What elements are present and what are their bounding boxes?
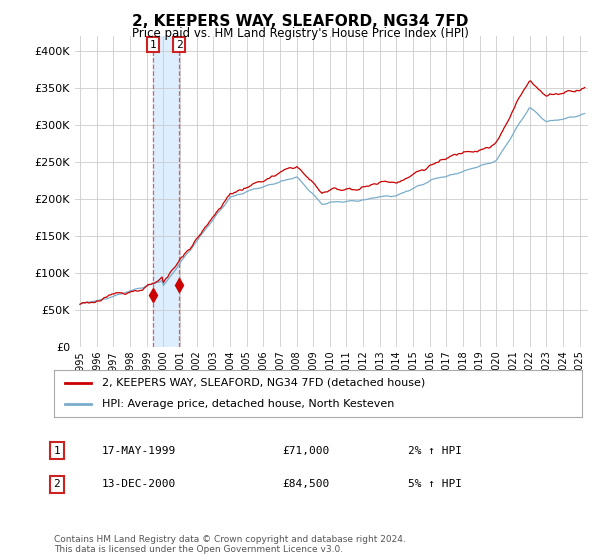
Text: 5% ↑ HPI: 5% ↑ HPI: [408, 479, 462, 489]
Text: 2: 2: [53, 479, 61, 489]
Text: £71,000: £71,000: [282, 446, 329, 456]
Text: £84,500: £84,500: [282, 479, 329, 489]
Text: 2, KEEPERS WAY, SLEAFORD, NG34 7FD: 2, KEEPERS WAY, SLEAFORD, NG34 7FD: [132, 14, 468, 29]
Bar: [153, 36, 179, 347]
Text: Price paid vs. HM Land Registry's House Price Index (HPI): Price paid vs. HM Land Registry's House …: [131, 27, 469, 40]
Text: HPI: Average price, detached house, North Kesteven: HPI: Average price, detached house, Nort…: [101, 399, 394, 409]
Text: 17-MAY-1999: 17-MAY-1999: [102, 446, 176, 456]
Text: 2, KEEPERS WAY, SLEAFORD, NG34 7FD (detached house): 2, KEEPERS WAY, SLEAFORD, NG34 7FD (deta…: [101, 378, 425, 388]
Text: 1: 1: [149, 40, 156, 49]
Text: 13-DEC-2000: 13-DEC-2000: [102, 479, 176, 489]
Text: 2% ↑ HPI: 2% ↑ HPI: [408, 446, 462, 456]
Text: 2: 2: [176, 40, 182, 49]
Text: Contains HM Land Registry data © Crown copyright and database right 2024.
This d: Contains HM Land Registry data © Crown c…: [54, 535, 406, 554]
Text: 1: 1: [53, 446, 61, 456]
